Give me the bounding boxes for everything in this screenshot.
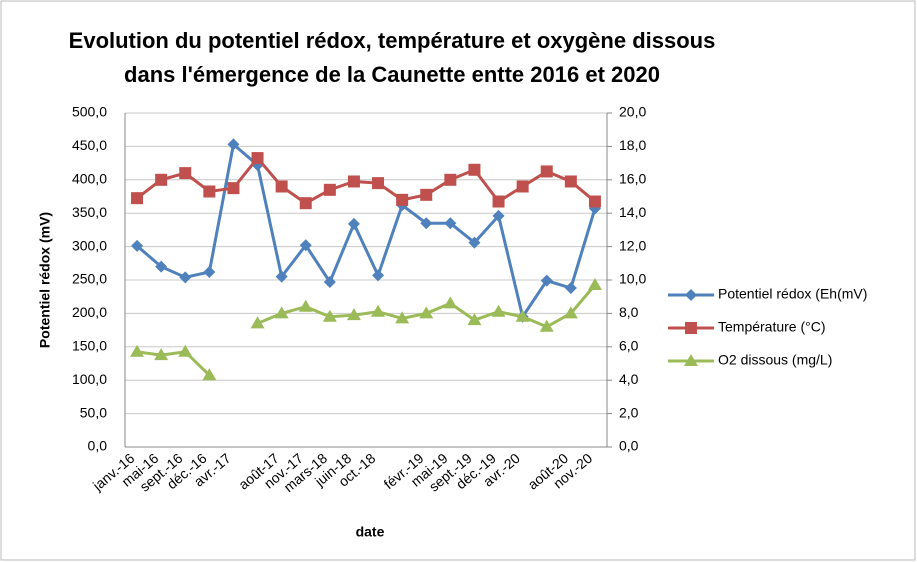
y2-tick-label: 10,0 [619, 271, 646, 287]
point [179, 271, 192, 284]
point [539, 319, 554, 332]
point [516, 180, 529, 193]
point [515, 309, 530, 322]
y2-tick-label: 14,0 [619, 204, 646, 220]
y2-tick-label: 18,0 [619, 137, 646, 153]
point [491, 304, 506, 317]
point [371, 304, 386, 317]
point [347, 175, 360, 188]
legend-label: O2 dissous (mg/L) [718, 352, 832, 368]
point [395, 311, 410, 324]
point [588, 195, 601, 208]
point [275, 180, 288, 193]
point [468, 236, 481, 249]
point [322, 309, 337, 322]
x-axis-title: date [356, 524, 385, 540]
y-tick-label: 150,0 [72, 338, 107, 354]
point [274, 306, 289, 319]
point [179, 167, 192, 180]
point [372, 177, 385, 190]
point [372, 269, 385, 282]
legend-label: Potentiel rédox (Eh(mV) [718, 286, 867, 302]
point [275, 270, 288, 283]
point [420, 188, 433, 201]
point [131, 239, 144, 252]
y2-tick-label: 0,0 [619, 438, 639, 454]
point [154, 348, 169, 361]
point [444, 173, 457, 186]
y-tick-label: 300,0 [72, 237, 107, 253]
y2-tick-label: 2,0 [619, 404, 639, 420]
point [178, 344, 193, 357]
point [419, 306, 434, 319]
point [299, 239, 312, 252]
y-tick-label: 200,0 [72, 304, 107, 320]
point [323, 276, 336, 289]
point [540, 274, 553, 287]
point [563, 306, 578, 319]
point [203, 185, 216, 198]
y2-tick-label: 4,0 [619, 371, 639, 387]
point [250, 316, 265, 329]
point [155, 260, 168, 273]
point [492, 209, 505, 222]
point [155, 173, 168, 186]
y2-tick-label: 16,0 [619, 171, 646, 187]
legend-label: Température (°C) [718, 319, 826, 335]
y-tick-label: 50,0 [80, 404, 107, 420]
point [203, 265, 216, 278]
y2-tick-label: 8,0 [619, 304, 639, 320]
point [323, 183, 336, 196]
point [444, 217, 457, 230]
point [131, 192, 144, 205]
series-line [136, 141, 597, 321]
point [420, 217, 433, 230]
point [396, 193, 409, 206]
y-tick-label: 350,0 [72, 204, 107, 220]
y2-tick-label: 12,0 [619, 237, 646, 253]
point [468, 163, 481, 176]
y-tick-label: 250,0 [72, 271, 107, 287]
chart-title: Evolution du potentiel rédox, températur… [69, 28, 716, 53]
point [685, 322, 697, 334]
point [227, 182, 240, 195]
y-tick-label: 450,0 [72, 137, 107, 153]
point [299, 197, 312, 210]
y-tick-label: 100,0 [72, 371, 107, 387]
point [467, 313, 482, 326]
chart-title: dans l'émergence de la Caunette entte 20… [124, 62, 660, 87]
point [346, 308, 361, 321]
point [298, 299, 313, 312]
point [443, 296, 458, 309]
point [564, 282, 577, 295]
point [227, 138, 240, 151]
y2-tick-label: 6,0 [619, 338, 639, 354]
point [564, 175, 577, 188]
y2-tick-label: 20,0 [619, 104, 646, 120]
point [684, 354, 698, 366]
y-axis-title: Potentiel rédox (mV) [37, 212, 53, 348]
point [587, 278, 602, 291]
point [685, 289, 697, 301]
point [492, 195, 505, 208]
y-tick-label: 400,0 [72, 171, 107, 187]
y-tick-label: 0,0 [88, 438, 108, 454]
point [347, 217, 360, 230]
point [540, 165, 553, 178]
y-tick-label: 500,0 [72, 104, 107, 120]
point [251, 152, 264, 165]
point [130, 344, 145, 357]
point [202, 368, 217, 381]
